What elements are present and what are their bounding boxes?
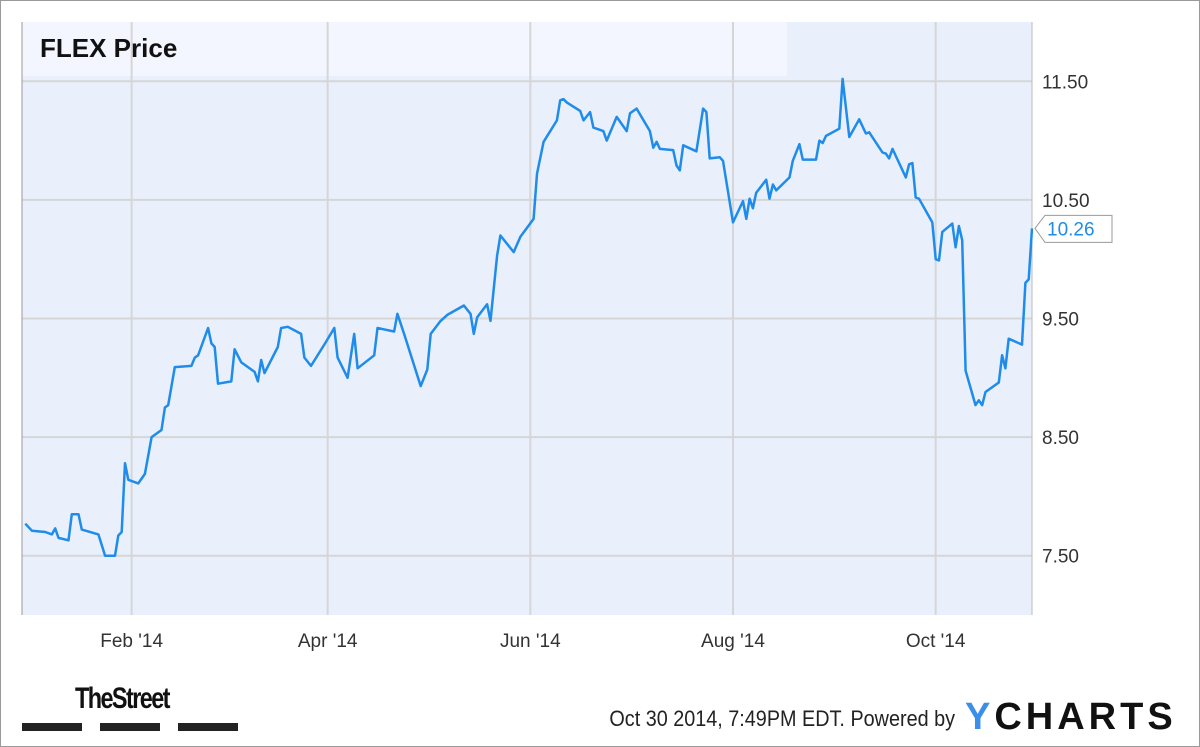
- last-value-marker: 10.26: [1034, 214, 1113, 243]
- x-tick-label: Aug '14: [701, 631, 765, 652]
- thestreet-logo-bar: [178, 723, 238, 731]
- thestreet-logo: TheStreet: [75, 682, 170, 715]
- ycharts-logo[interactable]: YCHARTS: [965, 696, 1177, 739]
- title-panel: [22, 22, 787, 76]
- thestreet-logo-bar: [100, 723, 160, 731]
- y-tick-label: 11.50: [1042, 72, 1088, 93]
- footer-text: Oct 30 2014, 7:49PM EDT. Powered by: [609, 706, 955, 732]
- timestamp: Oct 30 2014, 7:49PM EDT.: [609, 706, 845, 731]
- chart-title: FLEX Price: [40, 33, 178, 63]
- ycharts-logo-y: Y: [965, 696, 995, 738]
- last-value-label: 10.26: [1047, 219, 1095, 240]
- price-line: [24, 77, 1034, 557]
- x-tick-label: Oct '14: [906, 631, 966, 652]
- powered-by: Powered by: [850, 706, 955, 731]
- y-tick-label: 8.50: [1042, 428, 1079, 449]
- ycharts-logo-text: CHARTS: [994, 696, 1177, 738]
- y-tick-label: 7.50: [1042, 547, 1079, 568]
- last-value-box: [1034, 214, 1113, 243]
- x-tick-label: Feb '14: [100, 631, 163, 652]
- x-tick-label: Apr '14: [298, 631, 358, 652]
- y-tick-label: 10.50: [1042, 191, 1090, 212]
- y-tick-label: 9.50: [1042, 310, 1079, 331]
- thestreet-logo-bar: [22, 723, 82, 731]
- x-tick-label: Jun '14: [500, 631, 561, 652]
